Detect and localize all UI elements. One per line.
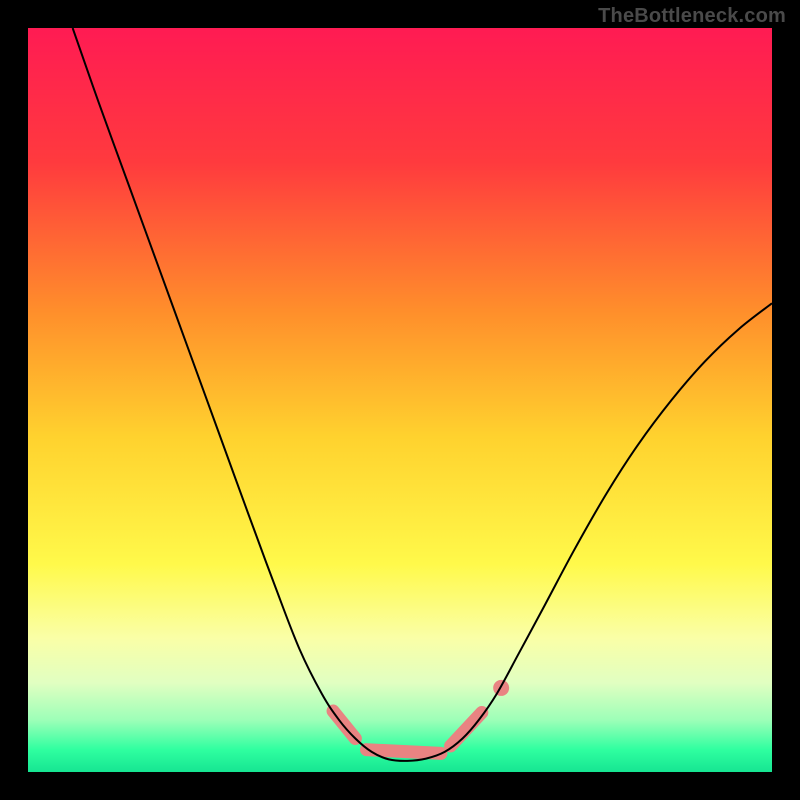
- watermark-text: TheBottleneck.com: [598, 5, 786, 28]
- plot-area: [28, 28, 772, 772]
- highlight-segment-1: [367, 750, 441, 754]
- curve-svg: [28, 28, 772, 772]
- bottleneck-curve: [73, 28, 772, 761]
- chart-frame: TheBottleneck.com: [0, 0, 800, 800]
- highlight-segment-2: [451, 712, 482, 745]
